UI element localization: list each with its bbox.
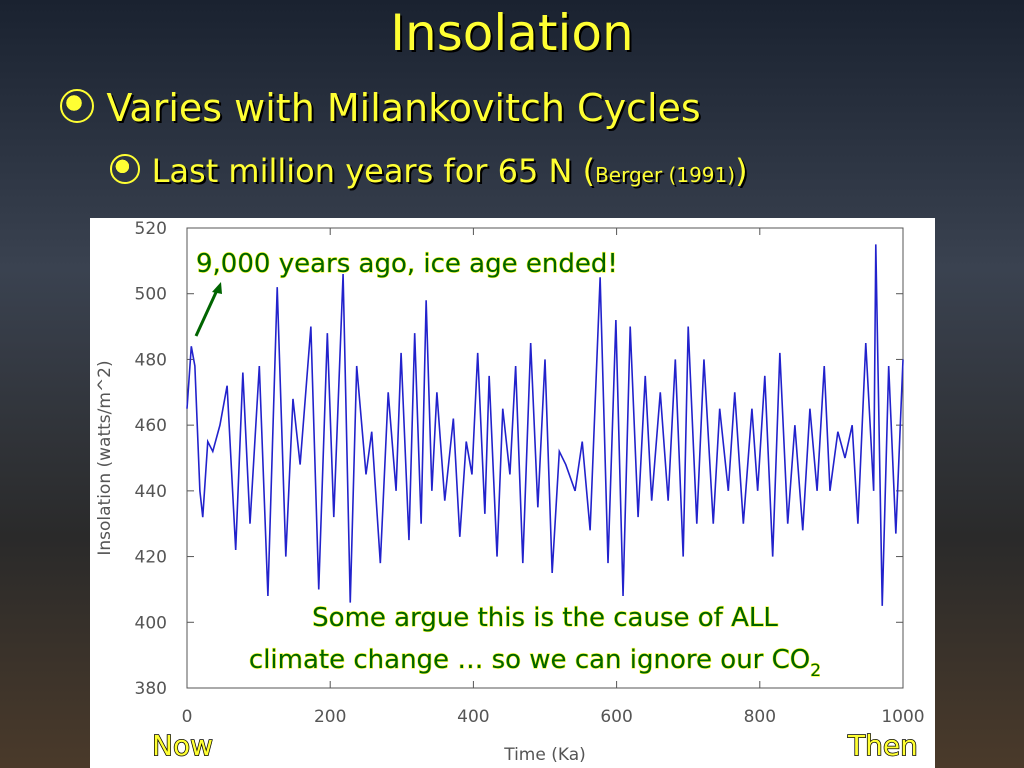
bullet-text: Last million years for 65 N ( bbox=[151, 152, 596, 190]
x-tick-label: 200 bbox=[314, 707, 346, 727]
x-axis-label: Time (Ka) bbox=[503, 745, 586, 765]
line-series bbox=[186, 244, 904, 606]
bullet-text: Varies with Milankovitch Cycles bbox=[106, 86, 701, 130]
x-end-label: Now bbox=[152, 729, 213, 762]
y-tick-label: 420 bbox=[135, 548, 167, 568]
bullet-text: ) bbox=[735, 152, 748, 190]
globe-icon bbox=[60, 88, 95, 123]
y-tick-label: 500 bbox=[135, 285, 167, 305]
x-tick-label: 600 bbox=[600, 707, 632, 727]
y-tick-label: 440 bbox=[135, 482, 167, 502]
globe-icon bbox=[110, 154, 140, 184]
annotation: Some argue this is the cause of ALL bbox=[312, 603, 778, 633]
y-tick-label: 480 bbox=[135, 350, 167, 370]
arrow-head bbox=[212, 282, 222, 294]
annotation: 9,000 years ago, ice age ended! bbox=[196, 249, 618, 279]
x-tick-label: 800 bbox=[744, 707, 776, 727]
slide-title: Insolation bbox=[390, 4, 634, 62]
y-axis-label: Insolation (watts/m^2) bbox=[95, 360, 115, 555]
citation: Berger (1991) bbox=[595, 163, 736, 187]
y-tick-label: 460 bbox=[135, 416, 167, 436]
x-tick-label: 400 bbox=[457, 707, 489, 727]
chart-background bbox=[90, 218, 935, 768]
x-end-label: Then bbox=[847, 729, 918, 762]
subscript: 2 bbox=[810, 661, 821, 681]
y-tick-label: 380 bbox=[135, 679, 167, 699]
sub-bullet: Last million years for 65 N (Berger (199… bbox=[110, 152, 748, 190]
annotation: climate change … so we can ignore our CO… bbox=[249, 645, 821, 681]
y-tick-label: 400 bbox=[135, 613, 167, 633]
plot-frame bbox=[186, 227, 904, 689]
x-tick-label: 1000 bbox=[881, 707, 924, 727]
arrow bbox=[194, 287, 220, 337]
y-tick-label: 520 bbox=[135, 219, 167, 239]
x-tick-label: 0 bbox=[182, 707, 193, 727]
bullet: Varies with Milankovitch Cycles bbox=[60, 86, 701, 130]
annotation: climate change … so we can ignore our CO bbox=[249, 645, 810, 675]
